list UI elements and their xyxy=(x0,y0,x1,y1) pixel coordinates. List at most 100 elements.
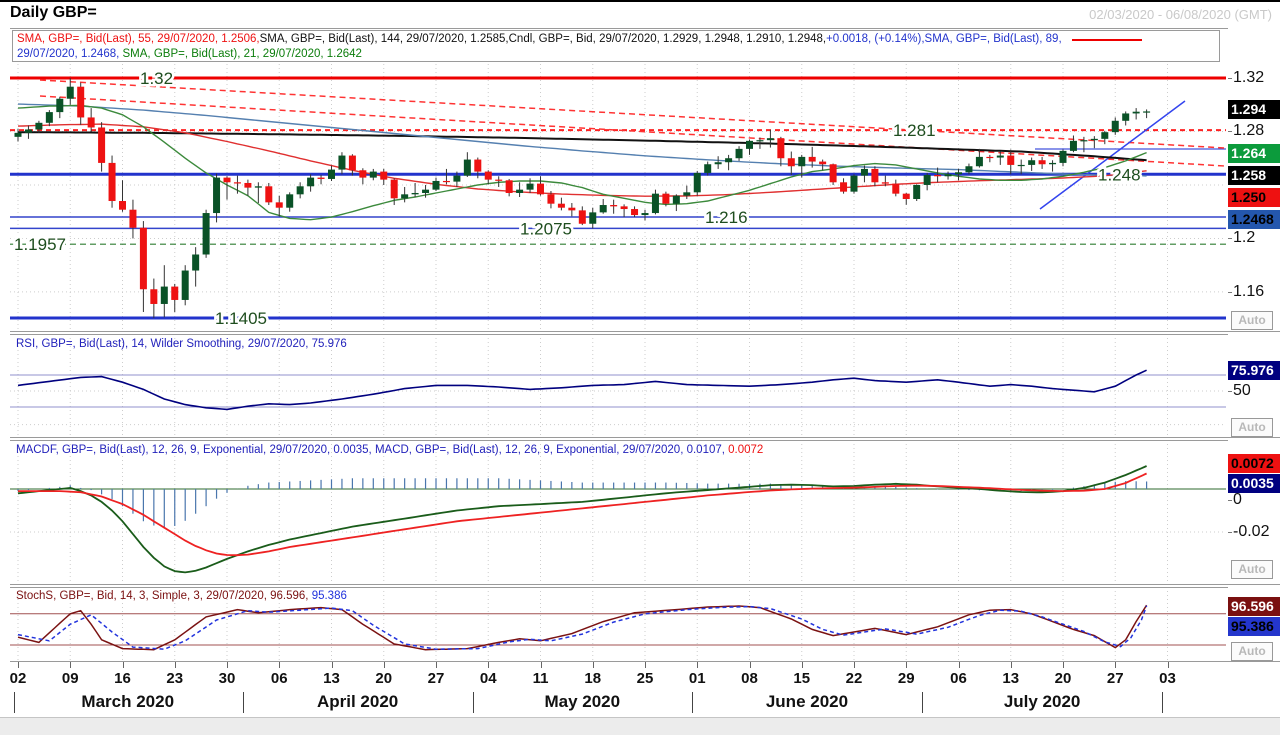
stoch-panel-canvas[interactable] xyxy=(10,587,1226,661)
price-level-label: 1.216 xyxy=(705,208,748,227)
axis-value-badge: 1.294 xyxy=(1228,100,1280,119)
time-tick-mark xyxy=(70,662,72,668)
legend-text: SMA, GBP=, Bid(Last), 21, 29/07/2020, 1.… xyxy=(122,48,362,60)
axis-tick-label: 1.32 xyxy=(1233,69,1265,86)
indicator-legend: SMA, GBP=, Bid(Last), 55, 29/07/2020, 1.… xyxy=(12,30,1220,62)
time-axis-day-label: 06 xyxy=(270,670,288,687)
time-tick-mark xyxy=(436,662,437,668)
stoch-k-line xyxy=(17,604,1148,651)
time-tick-mark xyxy=(958,662,960,668)
panel-border xyxy=(10,584,1280,585)
panel-border xyxy=(10,331,1280,332)
time-tick-mark xyxy=(592,662,594,668)
legend-text: MACDF, GBP=, Bid(Last), 12, 26, 9, Expon… xyxy=(16,444,729,456)
legend-text: StochS, GBP=, Bid, 14, 3, Simple, 3, 29/… xyxy=(16,590,312,602)
trendline xyxy=(39,79,1226,149)
axis-tick-label: 1.16 xyxy=(1233,282,1265,300)
axis-tick-mark xyxy=(1228,78,1232,79)
time-axis-day-label: 18 xyxy=(584,670,602,687)
legend-line-color-sample xyxy=(1071,38,1142,41)
time-tick-mark xyxy=(227,662,228,668)
month-separator xyxy=(472,692,474,713)
stoch-auto-scale-button[interactable]: Auto xyxy=(1231,642,1273,661)
time-axis-day-label: 27 xyxy=(1106,670,1124,687)
month-separator xyxy=(242,692,244,713)
axis-value-badge: 75.976 xyxy=(1228,361,1280,380)
axis-value-badge: 1.258 xyxy=(1228,166,1280,185)
time-axis-day-label: 11 xyxy=(532,670,549,687)
candlestick-series xyxy=(14,78,1151,318)
legend-text: +0.0018, (+0.14%), xyxy=(826,33,925,45)
price-level-label: 1.248 xyxy=(1098,165,1141,184)
time-axis-day-label: 20 xyxy=(375,670,393,687)
time-axis-day-label: 22 xyxy=(845,670,863,687)
time-axis-day-label: 23 xyxy=(166,670,184,687)
time-axis-month-label: May 2020 xyxy=(544,692,621,711)
time-axis-day-label: 06 xyxy=(950,670,967,687)
time-tick-mark xyxy=(174,662,176,668)
macd-line xyxy=(17,465,1147,574)
time-tick-mark xyxy=(854,662,855,668)
price-panel-canvas[interactable]: 1.32 1.281 1.248 1.216 1.2075 1.1957 1.1405 xyxy=(10,28,1226,331)
time-tick-mark xyxy=(906,662,908,668)
axis-value-badge: 95.386 xyxy=(1228,617,1280,636)
time-tick-mark xyxy=(540,662,542,668)
panel-border xyxy=(10,587,1280,588)
month-separator xyxy=(692,692,694,713)
chart-title: Daily GBP= xyxy=(10,4,97,21)
legend-text: Cndl, GBP=, Bid, 29/07/2020, 1.2929, 1.2… xyxy=(508,33,827,45)
axis-tick-mark xyxy=(1228,532,1232,533)
time-axis-day-label: 08 xyxy=(741,670,758,687)
time-tick-mark xyxy=(1063,662,1064,668)
axis-tick-mark xyxy=(1228,131,1232,133)
month-separator xyxy=(921,692,923,713)
time-tick-mark xyxy=(697,662,699,668)
time-axis-day-label: 09 xyxy=(61,670,79,687)
price-auto-scale-button[interactable]: Auto xyxy=(1231,311,1273,330)
price-level-label: 1.281 xyxy=(893,121,936,140)
time-tick-mark xyxy=(18,662,19,668)
panel-border xyxy=(10,334,1280,335)
price-level-label: 1.1405 xyxy=(215,309,267,328)
time-axis-day-label: 27 xyxy=(427,670,445,687)
legend-line-2: 29/07/2020, 1.2468, SMA, GBP=, Bid(Last)… xyxy=(17,47,1215,61)
panel-border xyxy=(10,440,1280,441)
time-axis-month-label: June 2020 xyxy=(765,692,849,711)
legend-text: 29/07/2020, 1.2468, xyxy=(17,48,123,60)
stoch-d-line xyxy=(17,605,1148,650)
date-range-label: 02/03/2020 - 06/08/2020 (GMT) xyxy=(1089,7,1272,22)
month-separator xyxy=(13,692,15,713)
rsi-legend: RSI, GBP=, Bid(Last), 14, Wilder Smoothi… xyxy=(16,338,347,350)
month-separator xyxy=(1162,692,1164,713)
axis-tick-mark xyxy=(1228,500,1232,501)
macd-signal-line xyxy=(18,472,1147,557)
legend-text: SMA, GBP=, Bid(Last), 55, 29/07/2020, 1.… xyxy=(17,33,260,45)
time-tick-mark xyxy=(488,662,490,668)
time-axis-day-label: 15 xyxy=(793,670,811,687)
macd-panel-canvas[interactable] xyxy=(10,440,1226,584)
legend-text: SMA, GBP=, Bid(Last), 144, 29/07/2020, 1… xyxy=(259,33,509,45)
axis-tick-label: 0 xyxy=(1233,491,1242,508)
time-axis-day-label: 04 xyxy=(479,670,497,687)
stoch-legend: StochS, GBP=, Bid, 14, 3, Simple, 3, 29/… xyxy=(16,590,347,602)
legend-text: 0.0072 xyxy=(728,444,764,456)
time-tick-mark xyxy=(1010,662,1012,668)
time-axis-month-label: July 2020 xyxy=(1003,692,1081,711)
time-axis-day-label: 02 xyxy=(9,670,27,687)
macd-histogram xyxy=(17,478,1148,528)
time-tick-mark xyxy=(645,662,646,668)
rsi-auto-scale-button[interactable]: Auto xyxy=(1231,418,1273,437)
macd-auto-scale-button[interactable]: Auto xyxy=(1231,560,1273,579)
time-axis-day-label: 13 xyxy=(1002,670,1020,687)
legend-text: RSI, GBP=, Bid(Last), 14, Wilder Smoothi… xyxy=(16,338,347,350)
time-axis-day-label: 20 xyxy=(1054,670,1072,687)
rsi-panel-canvas[interactable] xyxy=(10,334,1226,437)
macd-legend: MACDF, GBP=, Bid(Last), 12, 26, 9, Expon… xyxy=(16,444,763,456)
time-tick-mark xyxy=(801,662,803,668)
time-tick-mark xyxy=(1115,662,1117,668)
axis-value-badge: 1.264 xyxy=(1228,144,1280,163)
panel-border xyxy=(10,437,1280,438)
sma144-line xyxy=(18,131,1147,162)
time-axis-day-label: 30 xyxy=(218,670,236,687)
panel-border xyxy=(10,28,1280,29)
